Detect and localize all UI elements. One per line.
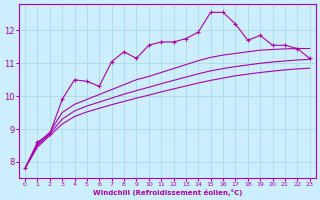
X-axis label: Windchill (Refroidissement éolien,°C): Windchill (Refroidissement éolien,°C) <box>93 189 242 196</box>
